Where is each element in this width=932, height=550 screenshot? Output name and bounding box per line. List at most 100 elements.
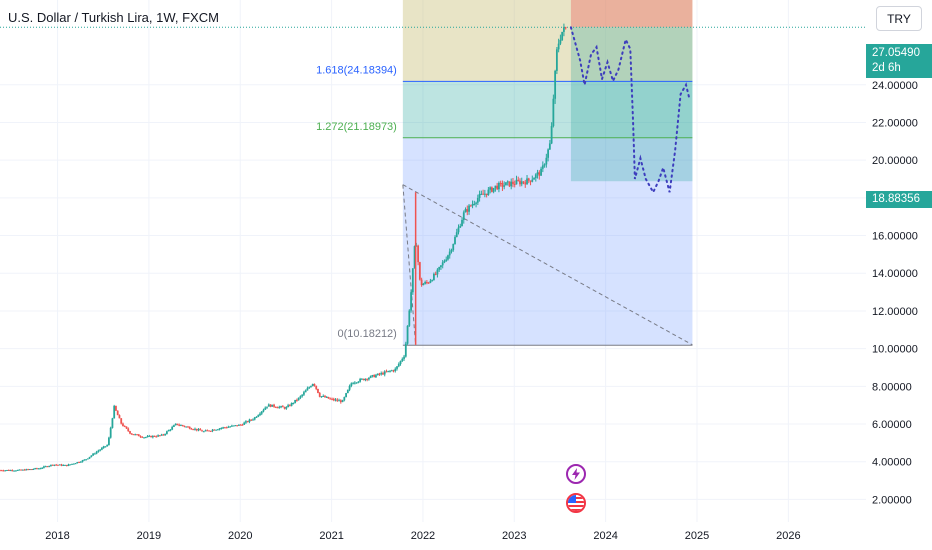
x-tick-label: 2019: [137, 530, 161, 542]
candle-body: [378, 373, 381, 375]
candle-body: [522, 181, 525, 183]
candle-body: [129, 431, 131, 434]
candle-body: [348, 385, 351, 390]
candle-body: [144, 437, 147, 439]
candle-body: [111, 418, 114, 428]
candle-body: [315, 385, 318, 389]
candle-body: [183, 425, 186, 427]
countdown-label: 2d 6h: [872, 62, 901, 74]
candle-body: [520, 181, 523, 185]
candle-body: [41, 467, 44, 469]
candle-body: [180, 425, 182, 427]
candle-body: [44, 466, 47, 468]
candle-body: [120, 418, 123, 424]
candle-body: [425, 282, 428, 284]
candle-body: [230, 425, 233, 427]
candle-body: [394, 368, 397, 372]
candle-body: [353, 382, 356, 384]
us-flag-icon[interactable]: [566, 493, 586, 513]
candle-body: [232, 425, 235, 427]
candle-body: [97, 450, 100, 452]
candle-body: [86, 458, 89, 460]
candle-body: [208, 430, 210, 432]
candle-body: [23, 469, 26, 471]
candle-body: [473, 203, 476, 205]
candle-body: [143, 437, 145, 439]
candle-body: [303, 392, 305, 395]
candle-body: [100, 447, 103, 450]
candle-body: [57, 464, 59, 466]
candle-body: [245, 421, 247, 423]
candle-body: [213, 429, 216, 431]
candle-body: [420, 279, 423, 286]
candle-body: [116, 410, 119, 416]
candle-body: [359, 378, 362, 382]
candle-body: [506, 181, 509, 183]
candle-body: [236, 425, 239, 427]
candle-body: [253, 417, 256, 420]
candle-body: [162, 434, 165, 436]
candle-body: [229, 426, 232, 428]
candle-body: [11, 470, 14, 472]
candle-body: [441, 262, 444, 266]
candle-body: [345, 393, 347, 398]
x-tick-label: 2018: [45, 530, 69, 542]
candle-body: [434, 273, 437, 275]
x-tick-label: 2022: [411, 530, 435, 542]
lightning-icon[interactable]: [566, 464, 586, 484]
currency-button[interactable]: TRY: [876, 6, 922, 31]
candle-body: [505, 182, 507, 186]
candle-body: [139, 436, 142, 438]
candle-body: [406, 325, 409, 344]
candle-body: [273, 404, 275, 407]
candle-body: [225, 427, 228, 429]
price-axis-bg: [866, 0, 932, 550]
candle-body: [264, 407, 267, 410]
candle-body: [524, 182, 527, 185]
candle-body: [25, 469, 28, 471]
candle-body: [503, 185, 506, 187]
candle-body: [227, 426, 230, 428]
candle-body: [194, 428, 196, 430]
candle-body: [478, 194, 481, 198]
candle-body: [462, 212, 465, 220]
y-tick-label: 22.00000: [872, 117, 918, 129]
y-tick-label: 4.00000: [872, 457, 912, 469]
symbol-title[interactable]: U.S. Dollar / Turkish Lira, 1W, FXCM: [8, 10, 219, 25]
candle-body: [380, 373, 383, 375]
candle-body: [85, 459, 87, 461]
candle-body: [50, 464, 52, 466]
candle-body: [20, 469, 22, 471]
candle-body: [16, 469, 19, 471]
candle-body: [216, 429, 219, 431]
candle-body: [526, 178, 528, 185]
candle-body: [382, 373, 384, 375]
y-tick-label: 6.00000: [872, 419, 912, 431]
candle-body: [132, 434, 135, 436]
candle-body: [7, 469, 10, 471]
candle-body: [403, 356, 405, 359]
x-tick-label: 2020: [228, 530, 252, 542]
candle-body: [248, 419, 251, 422]
candle-body: [490, 187, 493, 192]
candle-body: [99, 449, 102, 451]
candle-body: [259, 413, 261, 416]
candle-body: [173, 425, 175, 427]
candle-body: [512, 181, 514, 185]
y-tick-label: 20.00000: [872, 155, 918, 167]
target-profit-zone: [570, 27, 693, 182]
candle-body: [390, 370, 393, 372]
candle-body: [81, 460, 84, 462]
candle-body: [397, 364, 400, 367]
candle-body: [517, 179, 520, 181]
candle-body: [13, 470, 15, 472]
current-price-label: 27.05490: [872, 47, 920, 59]
candle-body: [285, 407, 288, 409]
candle-body: [543, 164, 546, 166]
candle-body: [341, 400, 344, 403]
candle-body: [18, 469, 21, 471]
candle-body: [536, 172, 539, 175]
candle-body: [541, 165, 544, 169]
y-tick-label: 8.00000: [872, 381, 912, 393]
